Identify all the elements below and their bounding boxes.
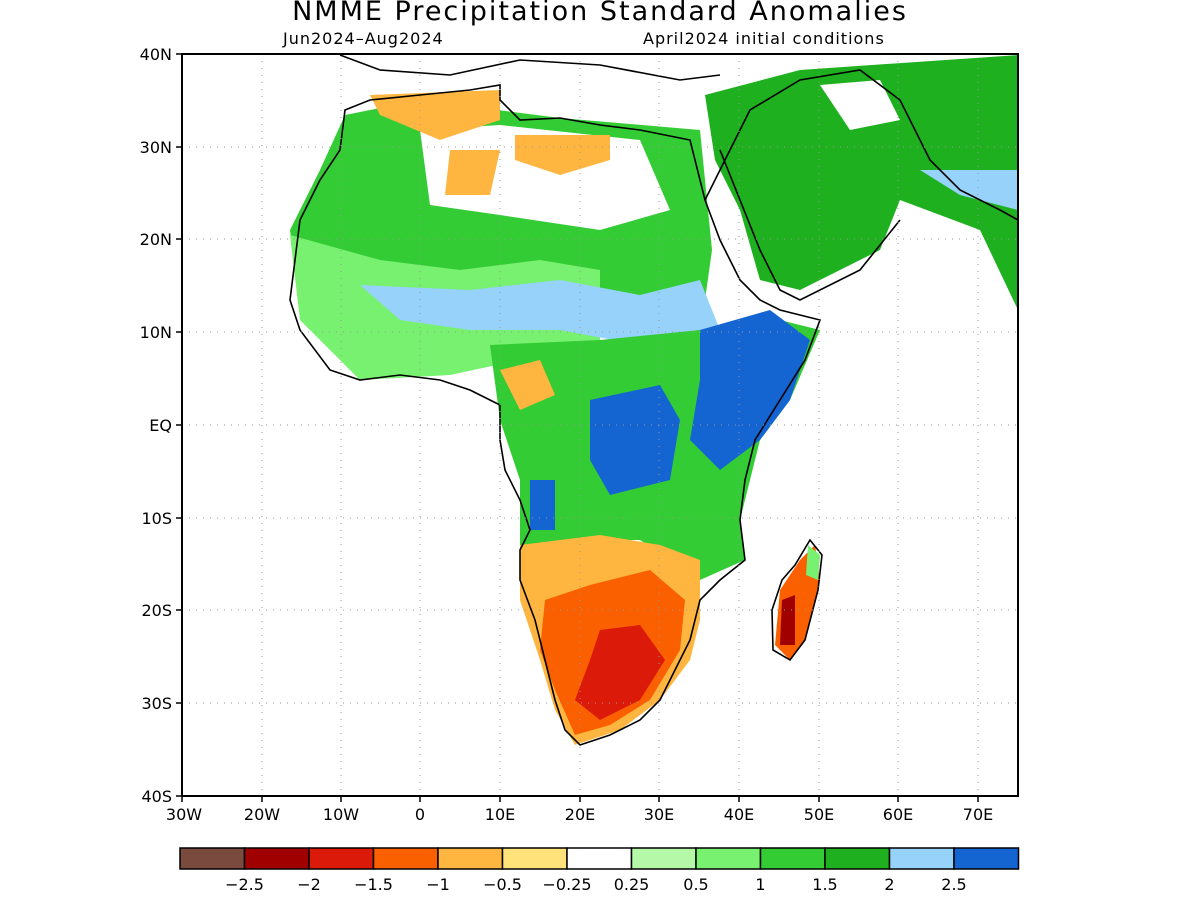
lon-label: 20W [244, 805, 280, 824]
color-bar-label: −2 [297, 875, 321, 894]
axis-ticks [176, 53, 979, 802]
anomaly-region-maghreb-orange [370, 90, 500, 140]
color-bar-label: 0.5 [683, 875, 708, 894]
anomaly-region-persia-blue [920, 170, 1018, 210]
color-bar-label: 2.5 [941, 875, 966, 894]
color-bar-swatch [501, 847, 568, 870]
lon-label: 10W [323, 805, 359, 824]
madagascar-coastline [771, 538, 823, 662]
color-bar-swatch [695, 847, 762, 870]
lat-label: 10S [141, 509, 172, 528]
latitude-labels: 40N 30N 20N 10N EQ 10S 20S 30S 40S [140, 45, 172, 806]
lat-label: EQ [149, 416, 172, 435]
africa-coastline [289, 84, 822, 746]
red-sea-east-coast [719, 149, 901, 301]
lat-label: 40N [140, 45, 172, 64]
lon-label: 0 [415, 805, 425, 824]
arabia-coastline [704, 69, 1018, 221]
anomaly-region-madagascar-east [806, 545, 820, 580]
color-bar-swatch [372, 847, 439, 870]
anomaly-region-madagascar-red [780, 595, 795, 645]
anomaly-region-sahara-orange-b [515, 135, 610, 175]
lat-label: 20N [140, 230, 172, 249]
anomaly-region-arabia [705, 55, 1018, 310]
anomaly-region-congo-blue [590, 385, 680, 495]
color-bar-label: −1 [426, 875, 450, 894]
lat-label: 30S [141, 694, 172, 713]
lon-label: 60E [883, 805, 913, 824]
lon-label: 70E [963, 805, 993, 824]
lon-label: 30E [644, 805, 674, 824]
anomaly-region-southern-africa-red [575, 625, 665, 720]
color-bar [179, 847, 1020, 870]
color-bar-label: −2.5 [225, 875, 264, 894]
anomaly-field [290, 55, 1018, 745]
color-bar-label: 0.25 [614, 875, 650, 894]
color-bar-label: 2 [884, 875, 894, 894]
color-bar-swatch [566, 847, 633, 870]
color-bar-swatch [437, 847, 504, 870]
lon-label: 30W [166, 805, 202, 824]
anomaly-region-east-africa-blue [690, 310, 810, 470]
color-bar-label: 1.5 [812, 875, 837, 894]
color-bar-swatch [759, 847, 826, 870]
lon-label: 10E [485, 805, 515, 824]
lon-label: 20E [565, 805, 595, 824]
anomaly-region-nigeria-orange [500, 360, 555, 410]
color-bar-label: −1.5 [354, 875, 393, 894]
mediterranean-north-coast [339, 54, 721, 81]
anomaly-region-arabia-light [820, 80, 900, 130]
initial-conditions: April2024 initial conditions [643, 29, 885, 48]
color-bar-swatch [630, 847, 697, 870]
color-bar-label: −0.25 [542, 875, 591, 894]
color-bar-swatch [888, 847, 955, 870]
color-bar-label: −0.5 [483, 875, 522, 894]
lon-label: 50E [804, 805, 834, 824]
lat-label: 10N [140, 323, 172, 342]
anomaly-region-sahel-blue [360, 280, 720, 345]
gridlines [182, 54, 1018, 796]
color-bar-swatch [824, 847, 891, 870]
anomaly-region-angola-blue [530, 480, 555, 530]
anomaly-region-sahara-orange-a [445, 150, 500, 195]
color-bar-swatch [308, 847, 375, 870]
color-bar-swatch [179, 847, 246, 870]
color-bar-labels: −2.5 −2 −1.5 −1 −0.5 −0.25 0.25 0.5 1 1.5 2 2.5 [225, 875, 967, 894]
lat-label: 40S [141, 787, 172, 806]
lon-label: 40E [724, 805, 754, 824]
lat-label: 30N [140, 138, 172, 157]
valid-period: Jun2024–Aug2024 [283, 29, 444, 48]
coastlines [289, 54, 1018, 746]
longitude-labels: 30W 20W 10W 0 10E 20E 30E 40E 50E 60E 70… [166, 805, 993, 824]
color-bar-swatch [953, 847, 1020, 870]
color-bar-label: 1 [755, 875, 765, 894]
lat-label: 20S [141, 601, 172, 620]
color-bar-swatch [243, 847, 310, 870]
map-title: NMME Precipitation Standard Anomalies [292, 0, 908, 27]
